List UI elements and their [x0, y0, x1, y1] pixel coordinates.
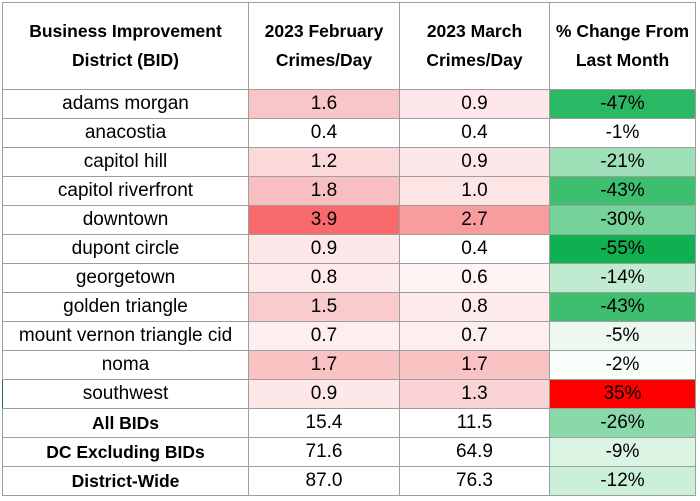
- february-value: 1.8: [248, 176, 400, 206]
- bid-name: anacostia: [2, 118, 249, 148]
- bid-name: downtown: [2, 205, 249, 235]
- february-value: 1.7: [248, 350, 400, 380]
- change-value: -47%: [549, 89, 696, 119]
- change-value: -30%: [549, 205, 696, 235]
- march-value: 0.9: [399, 89, 550, 119]
- february-value: 15.4: [248, 408, 400, 438]
- bid-name: southwest: [2, 379, 249, 409]
- march-value: 76.3: [399, 466, 550, 496]
- summary-name: District-Wide: [2, 466, 249, 496]
- bid-name: mount vernon triangle cid: [2, 321, 249, 351]
- march-value: 1.3: [399, 379, 550, 409]
- change-value: -5%: [549, 321, 696, 351]
- bid-name: capitol hill: [2, 147, 249, 177]
- table-row: georgetown 0.8 0.6 -14%: [2, 263, 696, 293]
- table-row: noma 1.7 1.7 -2%: [2, 350, 696, 380]
- march-value: 0.4: [399, 118, 550, 148]
- bid-name: dupont circle: [2, 234, 249, 264]
- summary-name: All BIDs: [2, 408, 249, 438]
- header-change: % Change From Last Month: [549, 2, 696, 90]
- march-value: 0.4: [399, 234, 550, 264]
- march-value: 0.9: [399, 147, 550, 177]
- table-row: southwest 0.9 1.3 35%: [2, 379, 696, 409]
- change-value: -26%: [549, 408, 696, 438]
- bid-name: golden triangle: [2, 292, 249, 322]
- march-value: 0.7: [399, 321, 550, 351]
- change-value: -2%: [549, 350, 696, 380]
- february-value: 0.4: [248, 118, 400, 148]
- table-row: capitol hill 1.2 0.9 -21%: [2, 147, 696, 177]
- bid-name: noma: [2, 350, 249, 380]
- header-march: 2023 March Crimes/Day: [399, 2, 550, 90]
- table-body: adams morgan 1.6 0.9 -47% anacostia 0.4 0.4 -1%…: [2, 89, 696, 496]
- change-value: 35%: [549, 379, 696, 409]
- table-row: mount vernon triangle cid 0.7 0.7 -5%: [2, 321, 696, 351]
- february-value: 1.2: [248, 147, 400, 177]
- february-value: 3.9: [248, 205, 400, 235]
- march-value: 0.8: [399, 292, 550, 322]
- summary-name: DC Excluding BIDs: [2, 437, 249, 467]
- february-value: 0.9: [248, 379, 400, 409]
- header-bid: Business Improvement District (BID): [2, 2, 249, 90]
- february-value: 1.5: [248, 292, 400, 322]
- change-value: -21%: [549, 147, 696, 177]
- february-value: 0.9: [248, 234, 400, 264]
- march-value: 0.6: [399, 263, 550, 293]
- february-value: 87.0: [248, 466, 400, 496]
- february-value: 0.7: [248, 321, 400, 351]
- summary-row: All BIDs 15.4 11.5 -26%: [2, 408, 696, 438]
- february-value: 1.6: [248, 89, 400, 119]
- table-row: downtown 3.9 2.7 -30%: [2, 205, 696, 235]
- change-value: -55%: [549, 234, 696, 264]
- bid-name: capitol riverfront: [2, 176, 249, 206]
- change-value: -9%: [549, 437, 696, 467]
- march-value: 1.7: [399, 350, 550, 380]
- change-value: -1%: [549, 118, 696, 148]
- bid-name: adams morgan: [2, 89, 249, 119]
- header-february: 2023 February Crimes/Day: [248, 2, 400, 90]
- march-value: 11.5: [399, 408, 550, 438]
- february-value: 71.6: [248, 437, 400, 467]
- table-row: capitol riverfront 1.8 1.0 -43%: [2, 176, 696, 206]
- march-value: 1.0: [399, 176, 550, 206]
- change-value: -14%: [549, 263, 696, 293]
- bid-name: georgetown: [2, 263, 249, 293]
- table-row: adams morgan 1.6 0.9 -47%: [2, 89, 696, 119]
- table-row: anacostia 0.4 0.4 -1%: [2, 118, 696, 148]
- table-row: dupont circle 0.9 0.4 -55%: [2, 234, 696, 264]
- summary-row: District-Wide 87.0 76.3 -12%: [2, 466, 696, 496]
- change-value: -43%: [549, 176, 696, 206]
- summary-row: DC Excluding BIDs 71.6 64.9 -9%: [2, 437, 696, 467]
- change-value: -43%: [549, 292, 696, 322]
- february-value: 0.8: [248, 263, 400, 293]
- header-row: Business Improvement District (BID) 2023…: [2, 2, 696, 90]
- change-value: -12%: [549, 466, 696, 496]
- march-value: 2.7: [399, 205, 550, 235]
- march-value: 64.9: [399, 437, 550, 467]
- crime-table: Business Improvement District (BID) 2023…: [2, 2, 696, 496]
- table-row: golden triangle 1.5 0.8 -43%: [2, 292, 696, 322]
